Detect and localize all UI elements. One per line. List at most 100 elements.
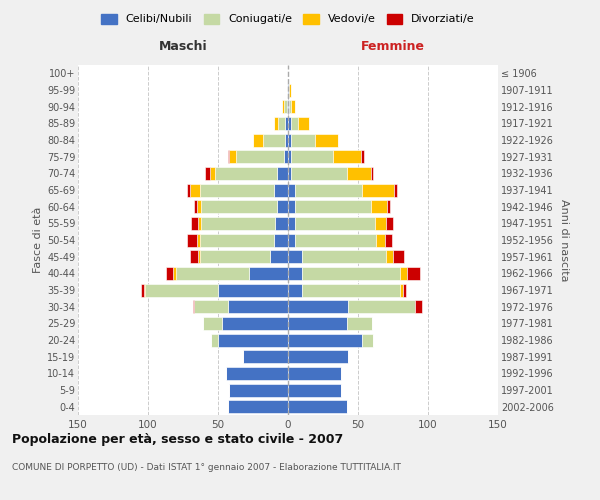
Bar [209, 167, 215, 180]
Bar [288, 200, 295, 213]
Bar [287, 100, 288, 113]
Bar [200, 184, 274, 196]
Bar [194, 300, 228, 313]
Bar [386, 250, 393, 263]
Bar [347, 317, 372, 330]
Bar [302, 284, 400, 296]
Bar [145, 284, 218, 296]
Bar [218, 334, 288, 346]
Bar [199, 217, 201, 230]
Bar [229, 384, 288, 396]
Bar [288, 317, 347, 330]
Bar [166, 267, 173, 280]
Bar [376, 234, 385, 246]
Bar [278, 117, 285, 130]
Bar [291, 134, 314, 146]
Bar [298, 117, 309, 130]
Bar [288, 334, 362, 346]
Bar [277, 200, 288, 213]
Bar [333, 150, 361, 163]
Bar [375, 217, 386, 230]
Bar [295, 234, 376, 246]
Bar [187, 184, 190, 196]
Bar [386, 217, 393, 230]
Bar [263, 134, 285, 146]
Bar [415, 300, 422, 313]
Bar [190, 250, 199, 263]
Bar [249, 267, 288, 280]
Bar [362, 334, 373, 346]
Bar [291, 167, 347, 180]
Bar [371, 167, 373, 180]
Bar [288, 400, 347, 413]
Bar [295, 217, 375, 230]
Bar [200, 250, 270, 263]
Bar [288, 134, 291, 146]
Bar [284, 100, 287, 113]
Bar [385, 234, 392, 246]
Bar [200, 234, 274, 246]
Bar [288, 84, 289, 96]
Bar [285, 134, 288, 146]
Bar [287, 84, 288, 96]
Bar [211, 334, 218, 346]
Bar [229, 150, 236, 163]
Bar [295, 184, 362, 196]
Bar [348, 300, 415, 313]
Bar [197, 234, 200, 246]
Bar [275, 217, 288, 230]
Bar [228, 300, 288, 313]
Bar [194, 200, 197, 213]
Bar [291, 100, 295, 113]
Bar [347, 167, 371, 180]
Bar [288, 267, 302, 280]
Bar [190, 184, 200, 196]
Bar [288, 217, 295, 230]
Bar [197, 200, 201, 213]
Bar [288, 150, 291, 163]
Bar [141, 284, 144, 296]
Text: Femmine: Femmine [361, 40, 425, 54]
Bar [400, 267, 407, 280]
Bar [288, 250, 302, 263]
Bar [228, 150, 229, 163]
Bar [201, 200, 277, 213]
Bar [187, 234, 197, 246]
Bar [393, 250, 404, 263]
Bar [288, 350, 348, 363]
Bar [215, 167, 277, 180]
Bar [291, 117, 298, 130]
Bar [205, 167, 209, 180]
Bar [288, 117, 291, 130]
Bar [288, 384, 341, 396]
Bar [407, 267, 419, 280]
Bar [176, 267, 249, 280]
Bar [288, 167, 291, 180]
Bar [222, 317, 288, 330]
Bar [203, 317, 222, 330]
Bar [191, 217, 199, 230]
Bar [361, 150, 364, 163]
Bar [283, 100, 284, 113]
Bar [144, 284, 145, 296]
Text: Maschi: Maschi [158, 40, 208, 54]
Bar [173, 267, 176, 280]
Bar [302, 250, 386, 263]
Bar [288, 300, 348, 313]
Bar [295, 200, 371, 213]
Bar [277, 167, 288, 180]
Y-axis label: Fasce di età: Fasce di età [32, 207, 43, 273]
Bar [218, 284, 288, 296]
Bar [289, 100, 291, 113]
Text: COMUNE DI PORPETTO (UD) - Dati ISTAT 1° gennaio 2007 - Elaborazione TUTTITALIA.I: COMUNE DI PORPETTO (UD) - Dati ISTAT 1° … [12, 462, 401, 471]
Bar [403, 284, 406, 296]
Bar [274, 117, 278, 130]
Bar [394, 184, 397, 196]
Bar [285, 117, 288, 130]
Bar [236, 150, 284, 163]
Bar [371, 200, 388, 213]
Bar [201, 217, 275, 230]
Bar [228, 400, 288, 413]
Bar [284, 150, 288, 163]
Bar [270, 250, 288, 263]
